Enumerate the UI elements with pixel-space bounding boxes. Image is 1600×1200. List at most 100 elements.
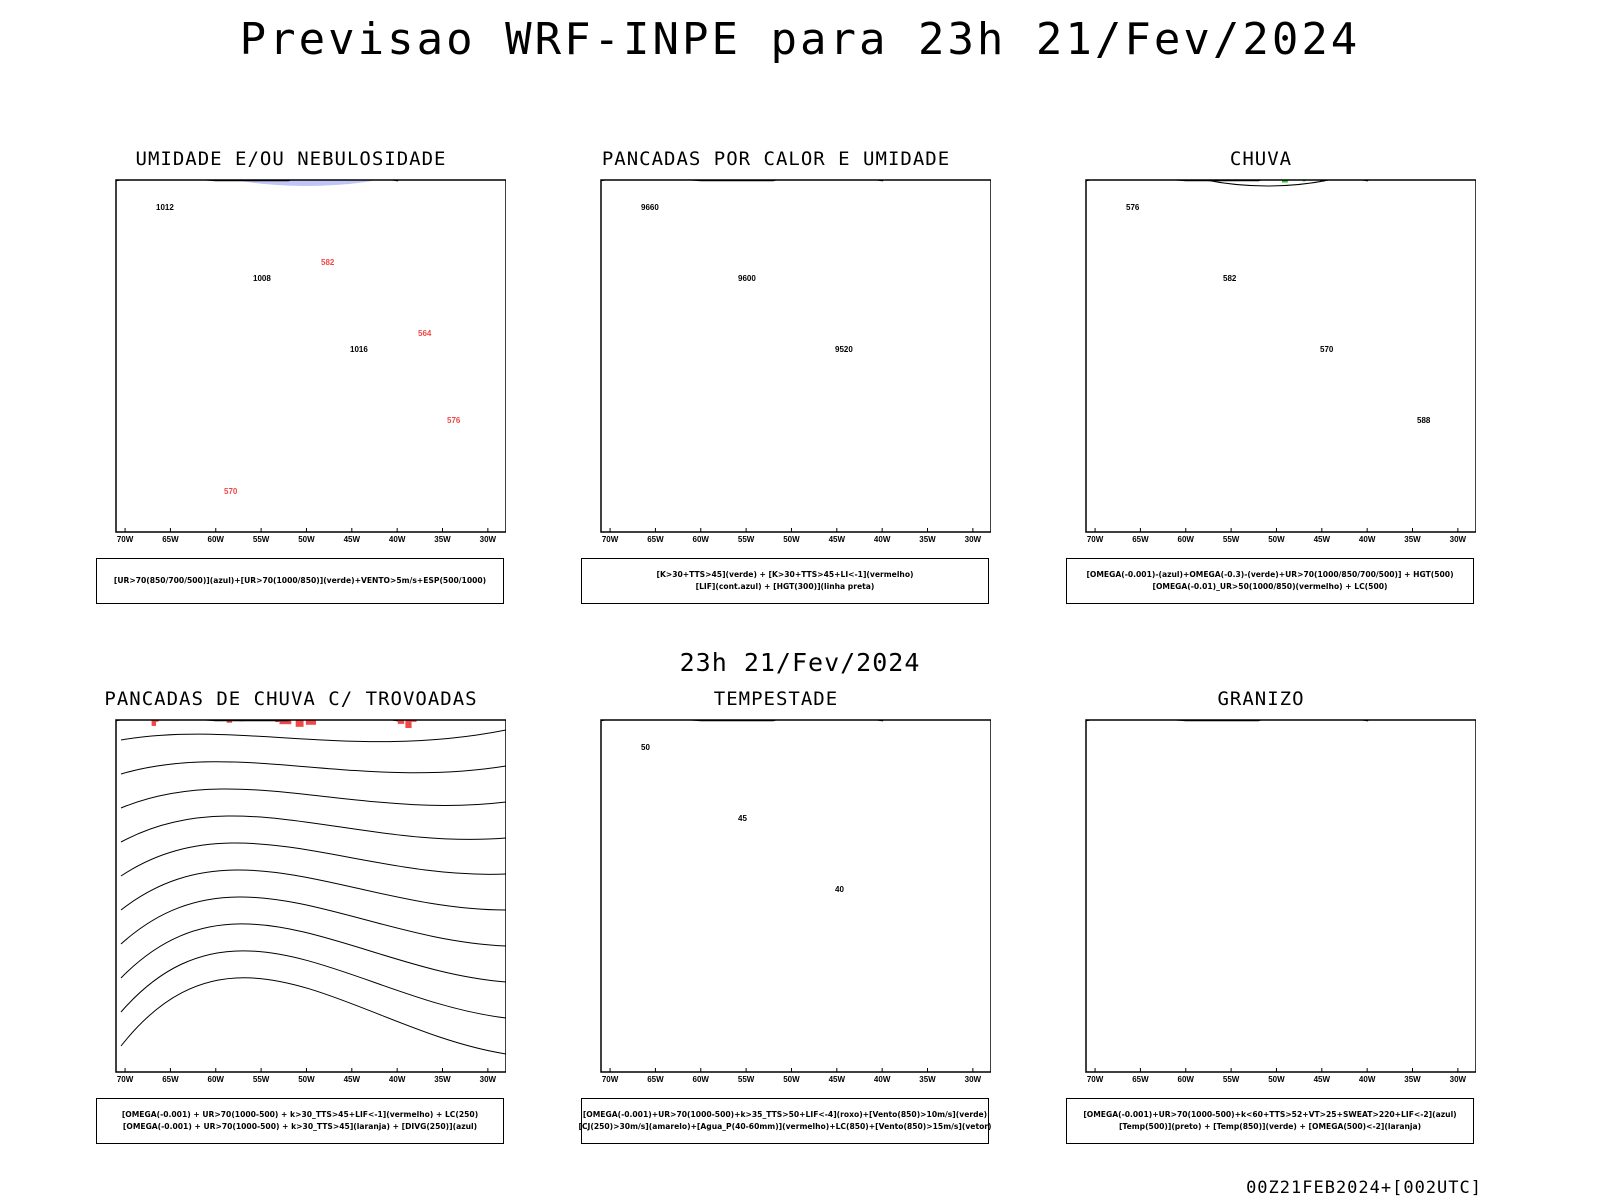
lon-label: 30W — [480, 1075, 497, 1084]
streamline — [120, 977, 506, 1055]
panel-title: GRANIZO — [1217, 688, 1305, 710]
contour-label: 9600 — [738, 274, 756, 283]
map-umidade[interactable]: 10121008101657657058256412S15S18S21S24S2… — [96, 178, 506, 546]
lon-label: 55W — [738, 1075, 755, 1084]
map-frame — [600, 719, 991, 1073]
lon-label: 65W — [647, 1075, 664, 1084]
lon-label: 50W — [298, 535, 315, 544]
lon-label: 30W — [480, 535, 497, 544]
streamline — [120, 729, 506, 743]
thunderstorm-area — [295, 720, 304, 727]
panel-granizo: GRANIZO 12S15S18S21S24S27S30S33S36S39S42… — [1046, 688, 1476, 1168]
lon-label: 70W — [117, 535, 134, 544]
panel-title: CHUVA — [1229, 148, 1293, 170]
streamline — [120, 869, 506, 911]
lon-label: 60W — [693, 1075, 710, 1084]
contour-label: 9660 — [641, 203, 659, 212]
lon-label: 65W — [1132, 1075, 1149, 1084]
map-frame — [600, 179, 991, 533]
lon-label: 45W — [829, 535, 846, 544]
legend-line: [OMEGA(-0.001) + UR>70(1000-500) + k>30_… — [122, 1122, 478, 1131]
lon-label: 40W — [874, 535, 891, 544]
lon-label: 65W — [1132, 535, 1149, 544]
lon-label: 60W — [1178, 535, 1195, 544]
panel-umidade: UMIDADE E/OU NEBULOSIDADE 1012 1008 1016 57… — [76, 148, 506, 628]
lon-label: 45W — [344, 535, 361, 544]
lon-label: 40W — [1359, 535, 1376, 544]
panel-title: UMIDADE E/OU NEBULOSIDADE — [135, 148, 447, 170]
lon-label: 70W — [1087, 1075, 1104, 1084]
legend-line: [CJ(250)>30m/s](amarelo)+[Agua_P(40-60mm… — [578, 1122, 992, 1131]
panel-title: TEMPESTADE — [713, 688, 839, 710]
thunderstorm-area — [305, 720, 316, 725]
lon-label: 40W — [389, 535, 406, 544]
legend-line: [Temp(500)](preto) + [Temp(850)](verde) … — [1118, 1122, 1422, 1131]
panel-pancadas-calor: PANCADAS POR CALOR E UMIDADE 9660 9600 952… — [561, 148, 991, 628]
lon-label: 40W — [874, 1075, 891, 1084]
lon-label: 50W — [783, 1075, 800, 1084]
lon-label: 45W — [1314, 535, 1331, 544]
panel-legend: [OMEGA(-0.001)+UR>70(1000-500)+k<60+TTS>… — [1066, 1098, 1474, 1144]
lon-label: 55W — [253, 535, 270, 544]
streamline — [120, 842, 506, 877]
lon-label: 45W — [344, 1075, 361, 1084]
contour-label: 45 — [738, 814, 747, 823]
map-layer: 57658257058812S15S18S21S24S27S30S33S36S3… — [1085, 178, 1476, 544]
contour-label: 1016 — [350, 345, 368, 354]
lon-label: 30W — [965, 1075, 982, 1084]
contour-label: 582 — [321, 258, 335, 267]
lon-label: 30W — [1450, 1075, 1467, 1084]
streamline — [120, 761, 506, 775]
lon-label: 30W — [965, 535, 982, 544]
page-title: Previsao WRF-INPE para 23h 21/Fev/2024 — [239, 14, 1361, 65]
lon-label: 35W — [919, 1075, 936, 1084]
hgt500-contour — [1203, 180, 1332, 187]
lon-label: 55W — [1223, 1075, 1240, 1084]
map-pancadas-calor[interactable]: 96609600952012S15S18S21S24S27S30S33S36S3… — [581, 178, 991, 546]
contour-label: 570 — [1320, 345, 1334, 354]
lon-label: 50W — [783, 535, 800, 544]
lon-label: 35W — [919, 535, 936, 544]
run-info-footer: 00Z21FEB2024+[002UTC] — [1246, 1178, 1482, 1198]
contour-label: 570 — [224, 487, 238, 496]
lon-label: 35W — [1404, 1075, 1421, 1084]
map-layer: 50454012S15S18S21S24S27S30S33S36S39S42S7… — [600, 719, 991, 1084]
map-tempestade[interactable]: 50454012S15S18S21S24S27S30S33S36S39S42S7… — [581, 718, 991, 1086]
lon-label: 65W — [647, 535, 664, 544]
thunderstorm-area — [405, 720, 412, 728]
lon-label: 60W — [1178, 1075, 1195, 1084]
lon-label: 70W — [1087, 535, 1104, 544]
contour-label: 588 — [1417, 416, 1431, 425]
legend-line: [OMEGA(-0.001)-(azul)+OMEGA(-0.3)-(verde… — [1086, 570, 1454, 579]
legend-line: [OMEGA(-0.001)+UR>70(1000-500)+k>35_TTS>… — [582, 1110, 988, 1119]
map-granizo[interactable]: 12S15S18S21S24S27S30S33S36S39S42S70W65W6… — [1066, 718, 1476, 1086]
lon-label: 60W — [208, 1075, 225, 1084]
map-frame — [115, 719, 506, 1073]
contour-label: 1008 — [253, 274, 271, 283]
forecast-time-label: 23h 21/Fev/2024 — [679, 648, 921, 677]
field-layer — [235, 180, 378, 186]
lon-label: 55W — [1223, 535, 1240, 544]
legend-line: [OMEGA(-0.001)+UR>70(1000-500)+k<60+TTS>… — [1083, 1110, 1457, 1119]
lon-label: 35W — [1404, 535, 1421, 544]
map-trovoadas[interactable]: 12S15S18S21S24S27S30S33S36S39S42S70W65W6… — [96, 718, 506, 1086]
map-layer: 12S15S18S21S24S27S30S33S36S39S42S70W65W6… — [115, 719, 506, 1084]
streamline — [120, 896, 506, 947]
lon-label: 65W — [162, 1075, 179, 1084]
lon-label: 30W — [1450, 535, 1467, 544]
map-layer: 96609600952012S15S18S21S24S27S30S33S36S3… — [600, 179, 991, 544]
omega-strong-area — [1282, 180, 1288, 183]
lon-label: 50W — [1268, 1075, 1285, 1084]
lon-label: 35W — [434, 535, 451, 544]
map-chuva[interactable]: 57658257058812S15S18S21S24S27S30S33S36S3… — [1066, 178, 1476, 546]
moisture-area — [235, 180, 378, 186]
lon-label: 50W — [298, 1075, 315, 1084]
lon-label: 45W — [1314, 1075, 1331, 1084]
omega-area — [1353, 178, 1356, 179]
streamline — [120, 950, 506, 1019]
panel-title: PANCADAS POR CALOR E UMIDADE — [601, 148, 951, 170]
legend-line: [OMEGA(-0.001) + UR>70(1000-500) + k>30_… — [121, 1110, 479, 1119]
thunderstorm-area — [226, 720, 233, 723]
panel-legend: [OMEGA(-0.001)+UR>70(1000-500)+k>35_TTS>… — [578, 1098, 992, 1144]
lon-label: 50W — [1268, 535, 1285, 544]
